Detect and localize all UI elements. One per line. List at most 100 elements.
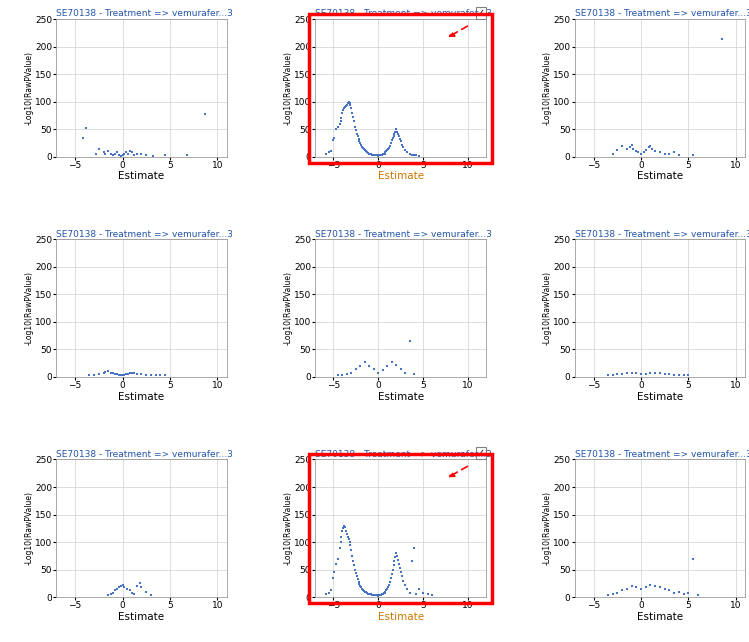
Point bbox=[377, 149, 389, 159]
Point bbox=[354, 138, 366, 148]
Point bbox=[335, 537, 347, 547]
Point bbox=[625, 367, 637, 377]
Point bbox=[342, 97, 354, 107]
Point bbox=[355, 139, 367, 150]
Point bbox=[363, 589, 375, 600]
Point bbox=[373, 150, 385, 160]
Point bbox=[399, 367, 411, 377]
Point bbox=[80, 123, 92, 134]
Point bbox=[121, 369, 133, 379]
Point bbox=[122, 369, 134, 379]
Point bbox=[638, 147, 650, 157]
Point bbox=[654, 582, 666, 593]
Point bbox=[333, 119, 345, 129]
Point bbox=[635, 584, 647, 594]
Point bbox=[390, 548, 402, 558]
Point bbox=[330, 559, 342, 569]
Point bbox=[395, 136, 407, 146]
Text: ✓: ✓ bbox=[477, 448, 485, 458]
Text: SE70138 - Treatment => vemurafer...3: SE70138 - Treatment => vemurafer...3 bbox=[574, 230, 749, 239]
Point bbox=[340, 526, 352, 536]
Point bbox=[337, 523, 349, 534]
Point bbox=[387, 131, 399, 141]
Point bbox=[128, 368, 140, 378]
Point bbox=[664, 148, 676, 159]
Point bbox=[649, 581, 661, 591]
Point bbox=[336, 113, 348, 123]
Point bbox=[621, 143, 633, 153]
Point bbox=[395, 567, 407, 577]
Point bbox=[356, 584, 368, 594]
Point bbox=[103, 367, 115, 377]
Point bbox=[354, 578, 366, 589]
Point bbox=[348, 560, 360, 570]
Point bbox=[199, 108, 211, 119]
Point bbox=[381, 145, 393, 155]
Point bbox=[350, 568, 362, 578]
Point bbox=[664, 586, 676, 596]
Point bbox=[363, 148, 374, 158]
Point bbox=[376, 150, 388, 160]
Point bbox=[336, 532, 348, 542]
Point bbox=[348, 116, 360, 126]
Point bbox=[351, 571, 363, 581]
Text: SE70138 - Treatment => vemurafer...3: SE70138 - Treatment => vemurafer...3 bbox=[56, 449, 233, 459]
Point bbox=[140, 150, 152, 160]
Point bbox=[336, 108, 348, 118]
Point bbox=[360, 587, 372, 597]
Point bbox=[373, 590, 385, 600]
Point bbox=[359, 356, 371, 367]
Point bbox=[631, 368, 643, 378]
Point bbox=[649, 367, 661, 377]
Point bbox=[345, 540, 357, 550]
Point bbox=[147, 151, 159, 161]
Point bbox=[365, 149, 377, 159]
Point bbox=[385, 573, 397, 583]
Point bbox=[358, 586, 370, 596]
Point bbox=[407, 556, 419, 566]
X-axis label: Estimate: Estimate bbox=[118, 612, 165, 621]
Point bbox=[664, 369, 676, 379]
Point bbox=[350, 125, 362, 135]
Point bbox=[124, 146, 136, 157]
Point bbox=[631, 582, 643, 593]
X-axis label: Estimate: Estimate bbox=[118, 392, 165, 401]
Point bbox=[378, 587, 390, 598]
Point bbox=[382, 582, 394, 593]
Point bbox=[333, 542, 345, 553]
Point bbox=[76, 132, 88, 143]
Point bbox=[386, 356, 398, 367]
Point bbox=[358, 144, 370, 154]
Point bbox=[654, 368, 666, 378]
Point bbox=[380, 146, 392, 157]
Point bbox=[611, 145, 623, 155]
Point bbox=[616, 369, 628, 379]
Point bbox=[115, 370, 127, 380]
Point bbox=[692, 590, 704, 600]
Point bbox=[118, 582, 130, 593]
Point bbox=[374, 590, 386, 600]
Point bbox=[668, 587, 680, 598]
Point bbox=[136, 582, 148, 593]
Point bbox=[381, 361, 393, 371]
Point bbox=[363, 148, 375, 159]
Point bbox=[325, 586, 337, 596]
Point bbox=[371, 590, 383, 600]
Point bbox=[360, 147, 372, 157]
Point bbox=[327, 573, 339, 583]
Point bbox=[368, 150, 380, 160]
Point bbox=[624, 142, 636, 152]
Point bbox=[391, 551, 403, 561]
Point bbox=[323, 587, 335, 598]
Point bbox=[687, 553, 699, 564]
Point bbox=[369, 590, 381, 600]
Point bbox=[354, 361, 366, 371]
Point bbox=[646, 143, 658, 153]
X-axis label: Estimate: Estimate bbox=[377, 171, 424, 182]
Point bbox=[369, 150, 381, 160]
Point bbox=[408, 542, 420, 553]
Point bbox=[360, 587, 372, 598]
Point bbox=[356, 142, 368, 152]
Point bbox=[602, 370, 614, 381]
Point bbox=[359, 586, 371, 596]
